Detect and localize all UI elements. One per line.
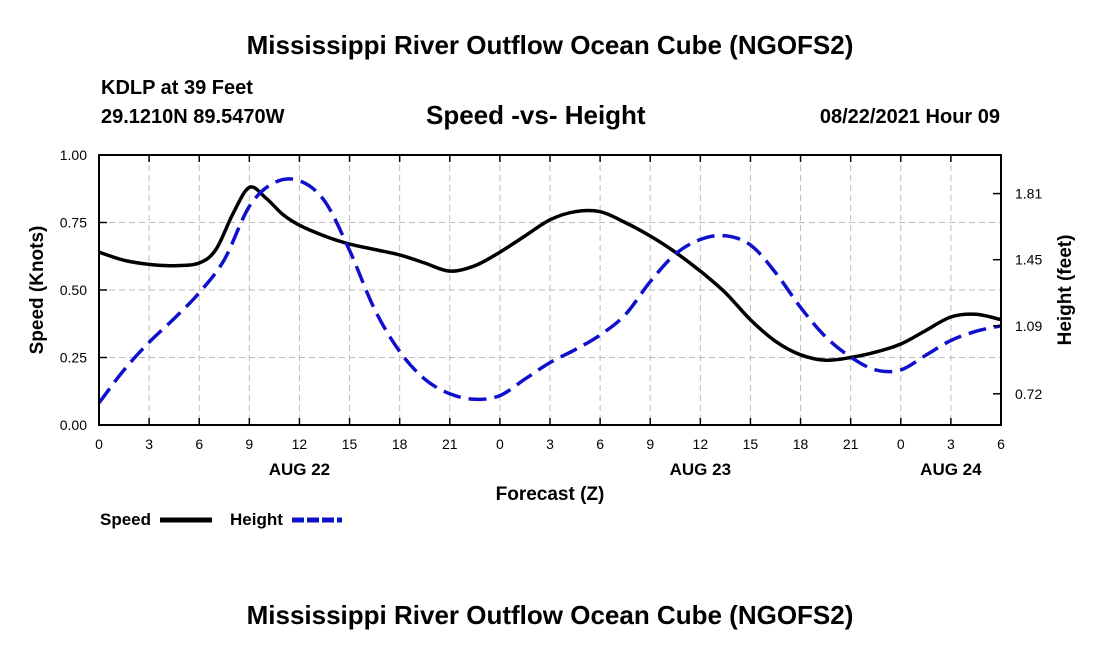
forecast-datetime: 08/22/2021 Hour 09 [819, 106, 1000, 128]
y2-tick-label: 1.45 [1015, 252, 1042, 268]
station-coordinates: 29.1210N 89.5470W [101, 106, 285, 128]
footer-title: Mississippi River Outflow Ocean Cube (NG… [246, 600, 854, 630]
axis-layer: 0 3 6 9 12 15 18 21 0 3 6 9 12 15 18 21 0 3 6 0.00 0.25 0.50 0… [60, 147, 1043, 479]
x-tick-label: 9 [245, 436, 253, 452]
legend: Speed Height [100, 510, 342, 529]
y-tick-label: 0.00 [60, 417, 87, 433]
x-tick-label: 3 [947, 436, 955, 452]
x-tick-label: 12 [292, 436, 308, 452]
y-tick-label: 0.25 [60, 350, 87, 366]
x-tick-label: 3 [145, 436, 153, 452]
x-tick-label: 3 [546, 436, 554, 452]
y2-tick-label: 0.72 [1015, 386, 1042, 402]
y2-tick-label: 1.81 [1015, 186, 1042, 202]
x-tick-label: 21 [843, 436, 859, 452]
x-tick-label: 18 [392, 436, 408, 452]
x-tick-label: 0 [95, 436, 103, 452]
x-tick-label: 6 [997, 436, 1005, 452]
y-axis-title: Speed (Knots) [27, 226, 48, 355]
page-title: Mississippi River Outflow Ocean Cube (NG… [246, 30, 854, 60]
y2-axis-title: Height (feet) [1055, 235, 1076, 346]
x-tick-label: 6 [596, 436, 604, 452]
x-axis-title: Forecast (Z) [496, 484, 605, 505]
legend-speed-label: Speed [100, 510, 151, 529]
height-series-line [97, 177, 1002, 405]
y2-tick-label: 1.09 [1015, 318, 1042, 334]
x-tick-label: 18 [793, 436, 809, 452]
x-tick-label: 15 [743, 436, 759, 452]
x-tick-label: 0 [496, 436, 504, 452]
y-tick-label: 0.50 [60, 282, 87, 298]
series-layer [97, 177, 1002, 405]
x-tick-label: 6 [195, 436, 203, 452]
x-tick-label: 0 [897, 436, 905, 452]
x-tick-label: 15 [342, 436, 358, 452]
date-label: AUG 23 [670, 460, 731, 479]
chart-subtitle: Speed -vs- Height [426, 100, 646, 130]
x-tick-label: 9 [646, 436, 654, 452]
y-tick-label: 1.00 [60, 147, 87, 163]
legend-height-label: Height [230, 510, 283, 529]
y-tick-label: 0.75 [60, 215, 87, 231]
date-label: AUG 22 [269, 460, 330, 479]
grid-layer [99, 155, 1001, 425]
date-label: AUG 24 [920, 460, 982, 479]
station-label: KDLP at 39 Feet [101, 77, 253, 99]
speed-series-line [98, 185, 1002, 363]
x-tick-label: 21 [442, 436, 458, 452]
x-tick-label: 12 [693, 436, 709, 452]
speed-height-chart: 0 3 6 9 12 15 18 21 0 3 6 9 12 15 18 21 0 3 6 0.00 0.25 0.50 0… [27, 147, 1076, 529]
